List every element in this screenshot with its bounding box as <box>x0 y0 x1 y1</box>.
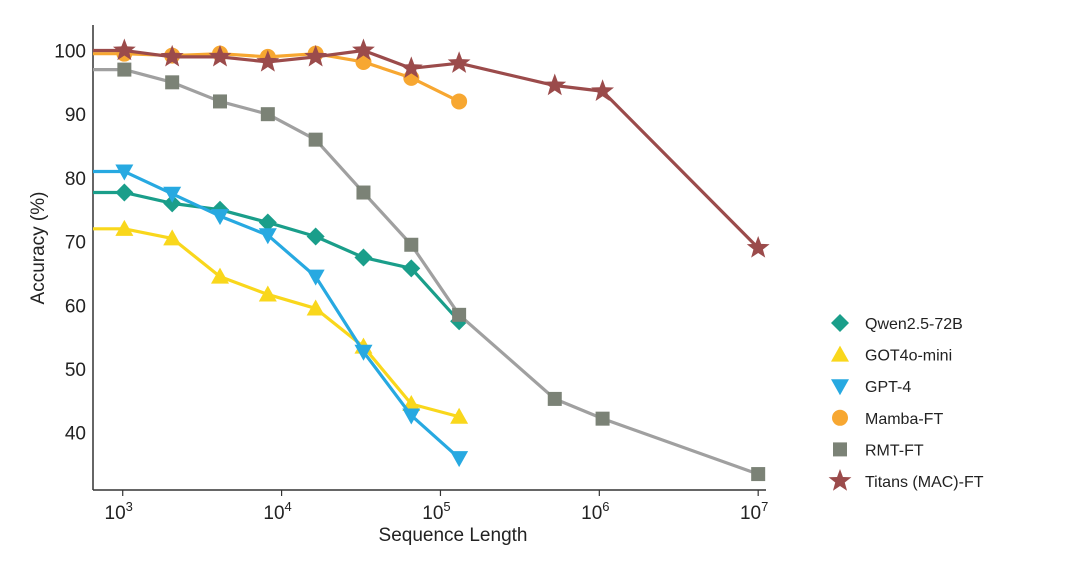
data-point <box>452 307 467 322</box>
data-point <box>306 269 325 286</box>
data-point <box>402 259 421 278</box>
data-point <box>306 227 325 246</box>
data-point <box>163 194 182 213</box>
data-point <box>165 75 180 90</box>
data-point <box>112 38 136 61</box>
series-line <box>93 67 759 476</box>
data-point <box>163 186 182 203</box>
x-axis-label: Sequence Length <box>379 525 528 546</box>
axes <box>92 25 766 491</box>
data-point <box>595 411 610 426</box>
series-line <box>93 227 460 419</box>
data-point <box>447 51 471 73</box>
data-point <box>354 344 373 361</box>
y-tick-label: 50 <box>65 360 86 381</box>
legend-item: GPT-4 <box>831 379 911 396</box>
data-point <box>211 209 230 226</box>
legend-marker <box>832 409 848 426</box>
legend-item: Qwen2.5-72B <box>831 314 963 333</box>
y-tick-label: 40 <box>65 424 86 445</box>
y-tick-label: 80 <box>65 169 86 190</box>
legend-label: Qwen2.5-72B <box>865 316 963 333</box>
x-tick-label: 106 <box>581 499 609 524</box>
legend-item: Titans (MAC)-FT <box>828 469 984 491</box>
legend-label: GPT-4 <box>865 379 911 396</box>
data-point <box>115 164 134 181</box>
data-point <box>211 267 230 284</box>
y-tick-label: 60 <box>65 296 86 317</box>
x-tick-label: 103 <box>105 499 133 524</box>
data-point <box>213 94 228 109</box>
series-line <box>93 169 461 460</box>
series-titans-mac-ft <box>93 38 770 258</box>
legend-marker <box>833 442 847 457</box>
y-tick-label: 90 <box>65 105 86 126</box>
data-point <box>356 185 371 200</box>
data-point <box>746 235 770 258</box>
legend-marker <box>828 469 852 491</box>
legend-label: Titans (MAC)-FT <box>865 474 984 491</box>
data-point <box>258 213 277 232</box>
series-qwen2-5-72b <box>93 183 469 331</box>
data-point <box>117 62 132 77</box>
x-tick-label: 105 <box>422 499 450 524</box>
data-point <box>399 56 423 79</box>
data-point <box>450 451 469 468</box>
data-point <box>160 44 184 67</box>
data-point <box>402 408 421 425</box>
data-point <box>256 49 280 72</box>
series-line <box>93 48 760 250</box>
legend-item: Mamba-FT <box>832 409 943 428</box>
legend-item: GOT4o-mini <box>831 345 952 365</box>
legend-marker <box>831 345 849 362</box>
x-tick-label: 104 <box>263 499 291 524</box>
y-tick-label: 100 <box>54 41 86 62</box>
data-point <box>591 79 615 101</box>
data-point <box>751 467 766 482</box>
data-point <box>260 107 275 122</box>
y-tick-label: 70 <box>65 233 86 254</box>
legend-label: GOT4o-mini <box>865 348 952 365</box>
data-point <box>404 237 419 252</box>
data-point <box>258 285 277 302</box>
data-point <box>354 248 373 267</box>
x-tick-label: 107 <box>740 499 768 524</box>
data-point <box>451 93 468 110</box>
legend-marker <box>831 314 849 332</box>
data-point <box>450 407 469 424</box>
legend-label: RMT-FT <box>865 442 924 459</box>
series-line <box>93 190 461 323</box>
data-point <box>304 44 328 67</box>
legend-label: Mamba-FT <box>865 411 943 428</box>
data-point <box>543 73 567 96</box>
data-point <box>308 132 323 147</box>
legend-item: RMT-FT <box>833 442 924 459</box>
legend: Qwen2.5-72B GOT4o-mini GPT-4 Mamba-FT RMT-FT… <box>828 314 984 491</box>
data-point <box>208 44 232 67</box>
data-point <box>115 219 134 236</box>
data-point <box>115 183 134 202</box>
legend-marker <box>831 379 849 396</box>
data-point <box>258 228 277 245</box>
data-point <box>547 391 562 406</box>
series-rmt-ft <box>93 62 766 482</box>
y-axis-label: Accuracy (%) <box>28 192 49 305</box>
data-point <box>306 299 325 316</box>
data-point <box>352 38 375 61</box>
data-point <box>163 229 182 246</box>
series-gpt-4 <box>93 164 469 468</box>
